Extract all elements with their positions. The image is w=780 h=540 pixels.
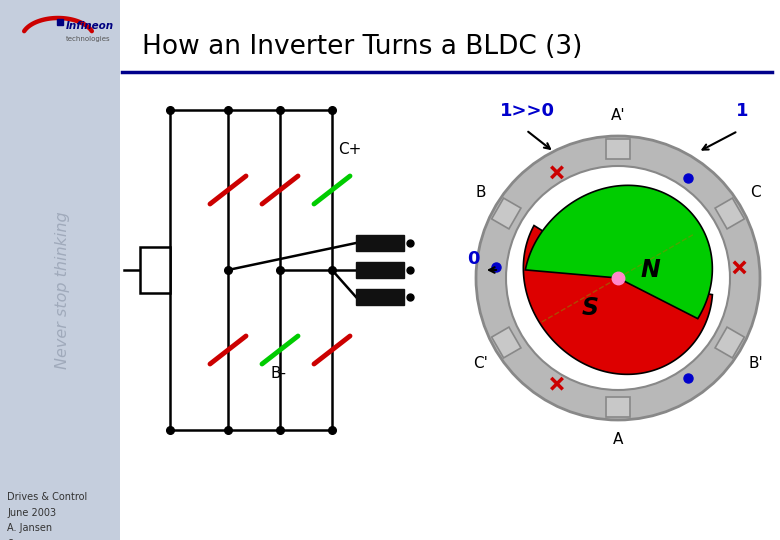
Text: How an Inverter Turns a BLDC (3): How an Inverter Turns a BLDC (3)	[142, 34, 583, 60]
Bar	[356, 262, 404, 278]
Text: Never stop thinking: Never stop thinking	[55, 211, 69, 369]
Polygon shape	[606, 139, 630, 159]
Text: Drives & Control
June 2003
A. Jansen
8: Drives & Control June 2003 A. Jansen 8	[7, 492, 87, 540]
Text: 0: 0	[467, 250, 480, 268]
Text: A': A'	[611, 109, 626, 124]
Polygon shape	[0, 0, 120, 540]
Polygon shape	[491, 327, 521, 358]
Polygon shape	[523, 226, 712, 374]
Text: N: N	[640, 258, 660, 282]
Text: C+: C+	[338, 142, 361, 157]
Polygon shape	[715, 198, 744, 229]
Bar	[356, 235, 404, 251]
Circle shape	[506, 166, 730, 390]
Text: A: A	[613, 433, 623, 448]
Text: S: S	[582, 296, 598, 320]
Polygon shape	[606, 397, 630, 417]
Bar	[140, 247, 170, 293]
Text: B-: B-	[270, 366, 286, 381]
Text: technologies: technologies	[66, 36, 111, 42]
Text: 1: 1	[736, 102, 749, 120]
Text: C: C	[750, 185, 760, 200]
Circle shape	[476, 136, 760, 420]
Text: B: B	[475, 185, 486, 200]
Text: C': C'	[473, 356, 488, 372]
Text: Infineon: Infineon	[66, 21, 114, 31]
Polygon shape	[526, 185, 712, 319]
Polygon shape	[715, 327, 744, 358]
Text: B': B'	[748, 356, 763, 372]
Polygon shape	[491, 198, 521, 229]
Text: 1>>0: 1>>0	[500, 102, 555, 120]
Bar	[356, 289, 404, 305]
